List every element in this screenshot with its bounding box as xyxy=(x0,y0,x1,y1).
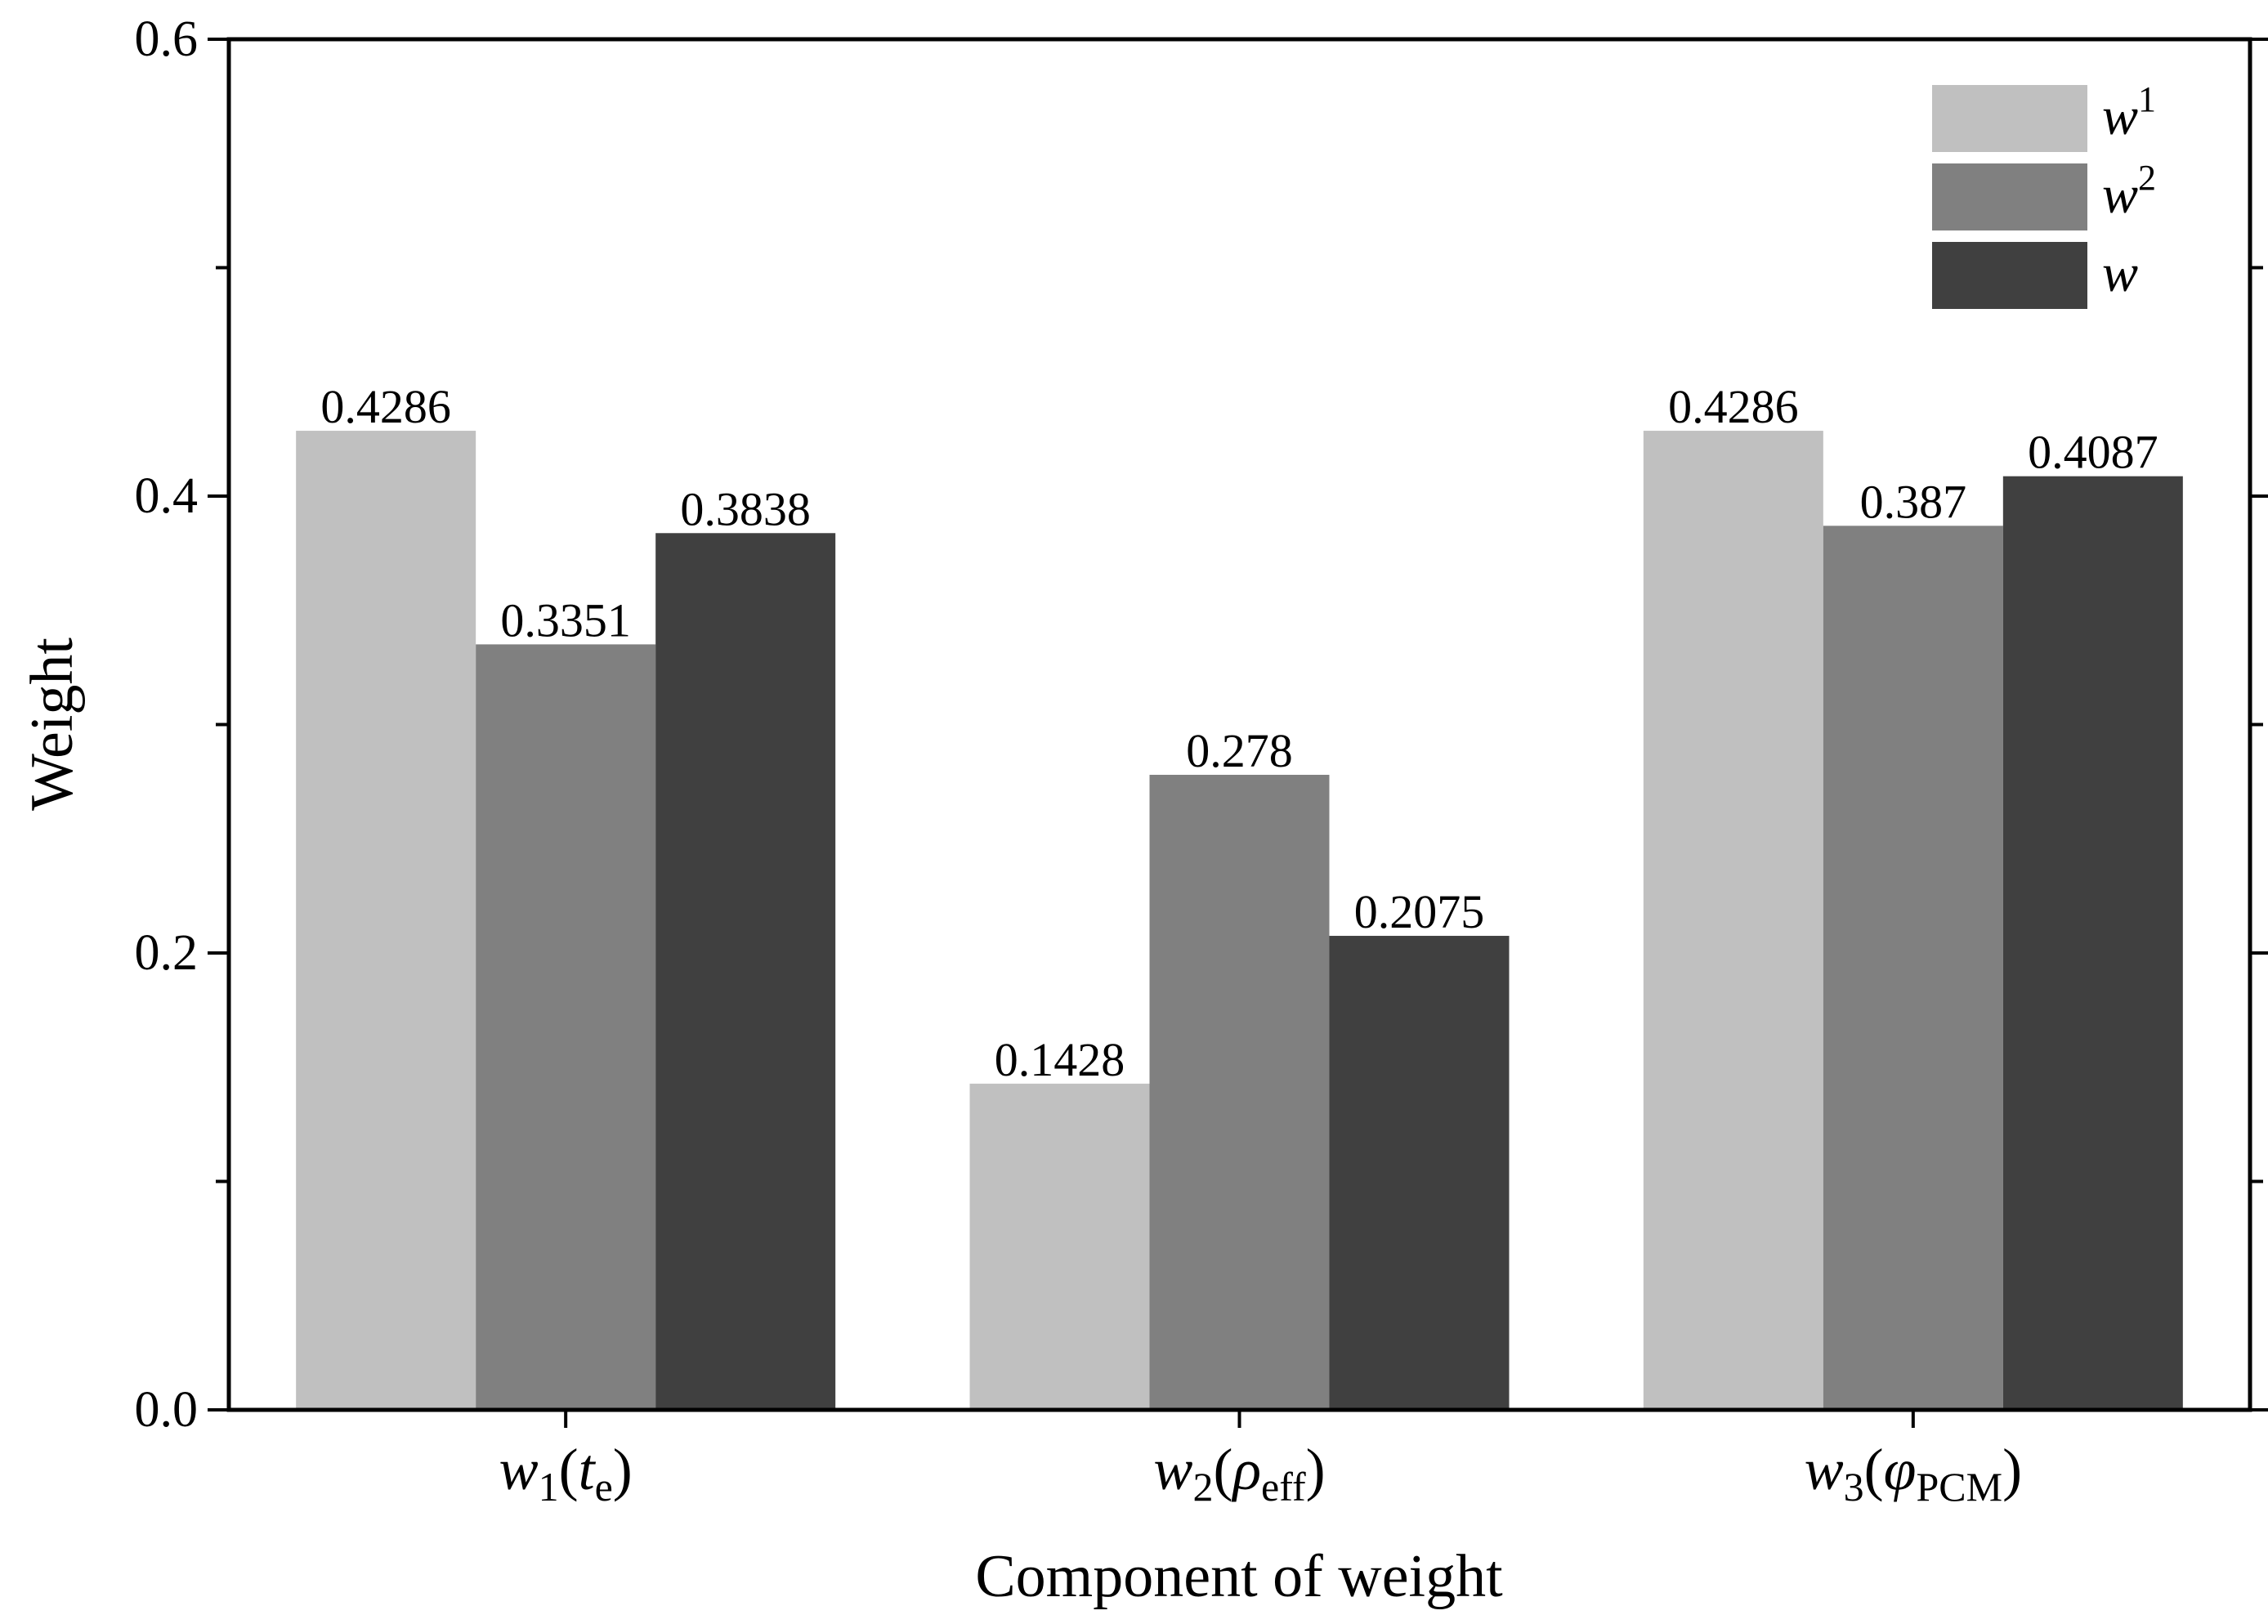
legend-label-1: w1 xyxy=(2102,79,2156,146)
data-label-s2-c2: 0.278 xyxy=(1186,724,1293,777)
x-tick-label-1: w1(te) xyxy=(499,1437,633,1510)
bar-s2-c1 xyxy=(476,644,656,1410)
data-label-s2-c3: 0.387 xyxy=(1860,475,1967,528)
data-label-s3-c1: 0.3838 xyxy=(680,482,811,535)
bar-s1-c2 xyxy=(969,1083,1150,1410)
x-axis-title: Component of weight xyxy=(975,1543,1503,1610)
bar-s1-c3 xyxy=(1643,431,1823,1410)
y-tick-label: 0.2 xyxy=(135,925,199,981)
legend-swatch-3 xyxy=(1932,242,2087,309)
data-label-s3-c2: 0.2075 xyxy=(1354,885,1485,938)
data-labels: 0.4286 0.1428 0.4286 0.3351 0.278 0.387 0.3838… xyxy=(320,380,2158,1086)
legend-label-3: w xyxy=(2102,244,2138,303)
data-label-s1-c3: 0.4286 xyxy=(1668,380,1799,433)
data-label-s1-c2: 0.1428 xyxy=(995,1033,1125,1086)
legend-swatch-1 xyxy=(1932,85,2087,152)
y-axis-title: Weight xyxy=(19,638,86,811)
bar-s3-c1 xyxy=(655,533,836,1410)
bar-s2-c2 xyxy=(1149,774,1330,1410)
legend-swatch-2 xyxy=(1932,163,2087,230)
bar-s3-c3 xyxy=(2002,476,2183,1410)
y-tick-label: 0.4 xyxy=(135,468,199,524)
x-tick-label-3: w3(φPCM) xyxy=(1805,1437,2022,1510)
legend: w1 w2 w xyxy=(1932,79,2156,309)
x-tick-labels: w1(te) w2(ρeff) w3(φPCM) xyxy=(499,1437,2023,1510)
bars xyxy=(296,431,2183,1411)
data-label-s2-c1: 0.3351 xyxy=(500,593,631,646)
x-tick-label-2: w2(ρeff) xyxy=(1153,1437,1325,1510)
bar-s3-c2 xyxy=(1329,936,1510,1410)
data-label-s3-c3: 0.4087 xyxy=(2028,426,2158,479)
bar-s2-c3 xyxy=(1823,526,2003,1411)
y-tick-label: 0.0 xyxy=(135,1382,199,1438)
bar-s1-c1 xyxy=(296,431,476,1410)
legend-label-2: w2 xyxy=(2102,158,2156,225)
axis-ticks: 0.0 0.2 0.4 0.6 xyxy=(135,11,2268,1438)
y-tick-label: 0.6 xyxy=(135,11,199,67)
data-label-s1-c1: 0.4286 xyxy=(320,380,451,433)
